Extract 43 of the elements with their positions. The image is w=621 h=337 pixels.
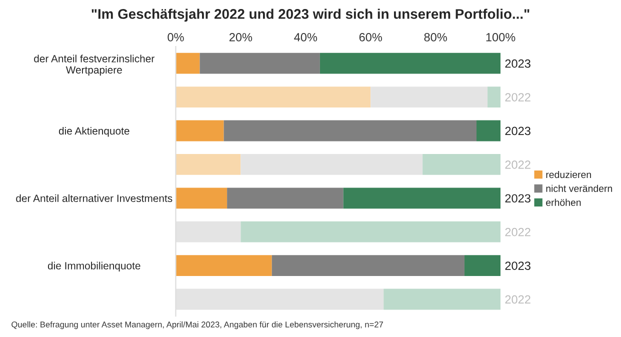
y2-tick-label: 2022 bbox=[505, 160, 530, 169]
y-tick-label: die Immobilienquote bbox=[48, 262, 140, 272]
x-tick-label: 80% bbox=[424, 33, 447, 42]
y-tick-label: der Anteil alternativer Investments bbox=[16, 194, 172, 202]
bar bbox=[476, 120, 501, 142]
bar bbox=[176, 120, 224, 142]
bar bbox=[488, 86, 501, 108]
x-tick-label: 0% bbox=[168, 33, 184, 42]
legend-label: nicht verändern bbox=[546, 184, 612, 192]
bar bbox=[272, 255, 464, 276]
bar bbox=[422, 154, 501, 175]
bar bbox=[200, 52, 320, 74]
y2-tick-label: 2023 bbox=[505, 262, 530, 270]
y-tick-label: der Anteil festverzinslicher Wertpapiere bbox=[34, 54, 154, 76]
legend-label: reduzieren bbox=[546, 170, 591, 178]
source-note: Quelle: Befragung unter Asset Managern, April/Mai 2023, Angaben für die Lebensversicherung, n=27 bbox=[12, 321, 383, 330]
bar bbox=[240, 221, 501, 242]
bar bbox=[176, 255, 272, 276]
bar bbox=[384, 288, 501, 310]
x-tick-label: 100% bbox=[486, 33, 516, 42]
y2-tick-label: 2023 bbox=[505, 194, 530, 203]
bar bbox=[240, 154, 423, 175]
bar bbox=[370, 86, 488, 108]
bar bbox=[176, 86, 371, 108]
y2-tick-label: 2023 bbox=[505, 126, 530, 136]
bar bbox=[464, 255, 501, 276]
y2-tick-label: 2022 bbox=[505, 228, 530, 236]
bar bbox=[224, 120, 476, 142]
x-tick-label: 40% bbox=[294, 33, 318, 42]
y2-tick-label: 2022 bbox=[505, 93, 530, 102]
y-tick-label: die Aktienquote bbox=[58, 126, 130, 137]
chart-title: "Im Geschäftsjahr 2022 und 2023 wird sich in unserem Portfolio..." bbox=[92, 8, 530, 22]
bar bbox=[176, 154, 241, 175]
bar bbox=[343, 188, 501, 209]
legend-label: erhöhen bbox=[546, 198, 581, 206]
bar bbox=[320, 52, 501, 74]
y2-tick-label: 2023 bbox=[505, 59, 530, 68]
x-tick-label: 20% bbox=[229, 33, 252, 42]
bar bbox=[227, 188, 344, 209]
bar bbox=[176, 52, 200, 74]
bar bbox=[176, 188, 228, 209]
x-tick-label: 60% bbox=[359, 33, 382, 42]
y2-tick-label: 2022 bbox=[505, 295, 530, 304]
